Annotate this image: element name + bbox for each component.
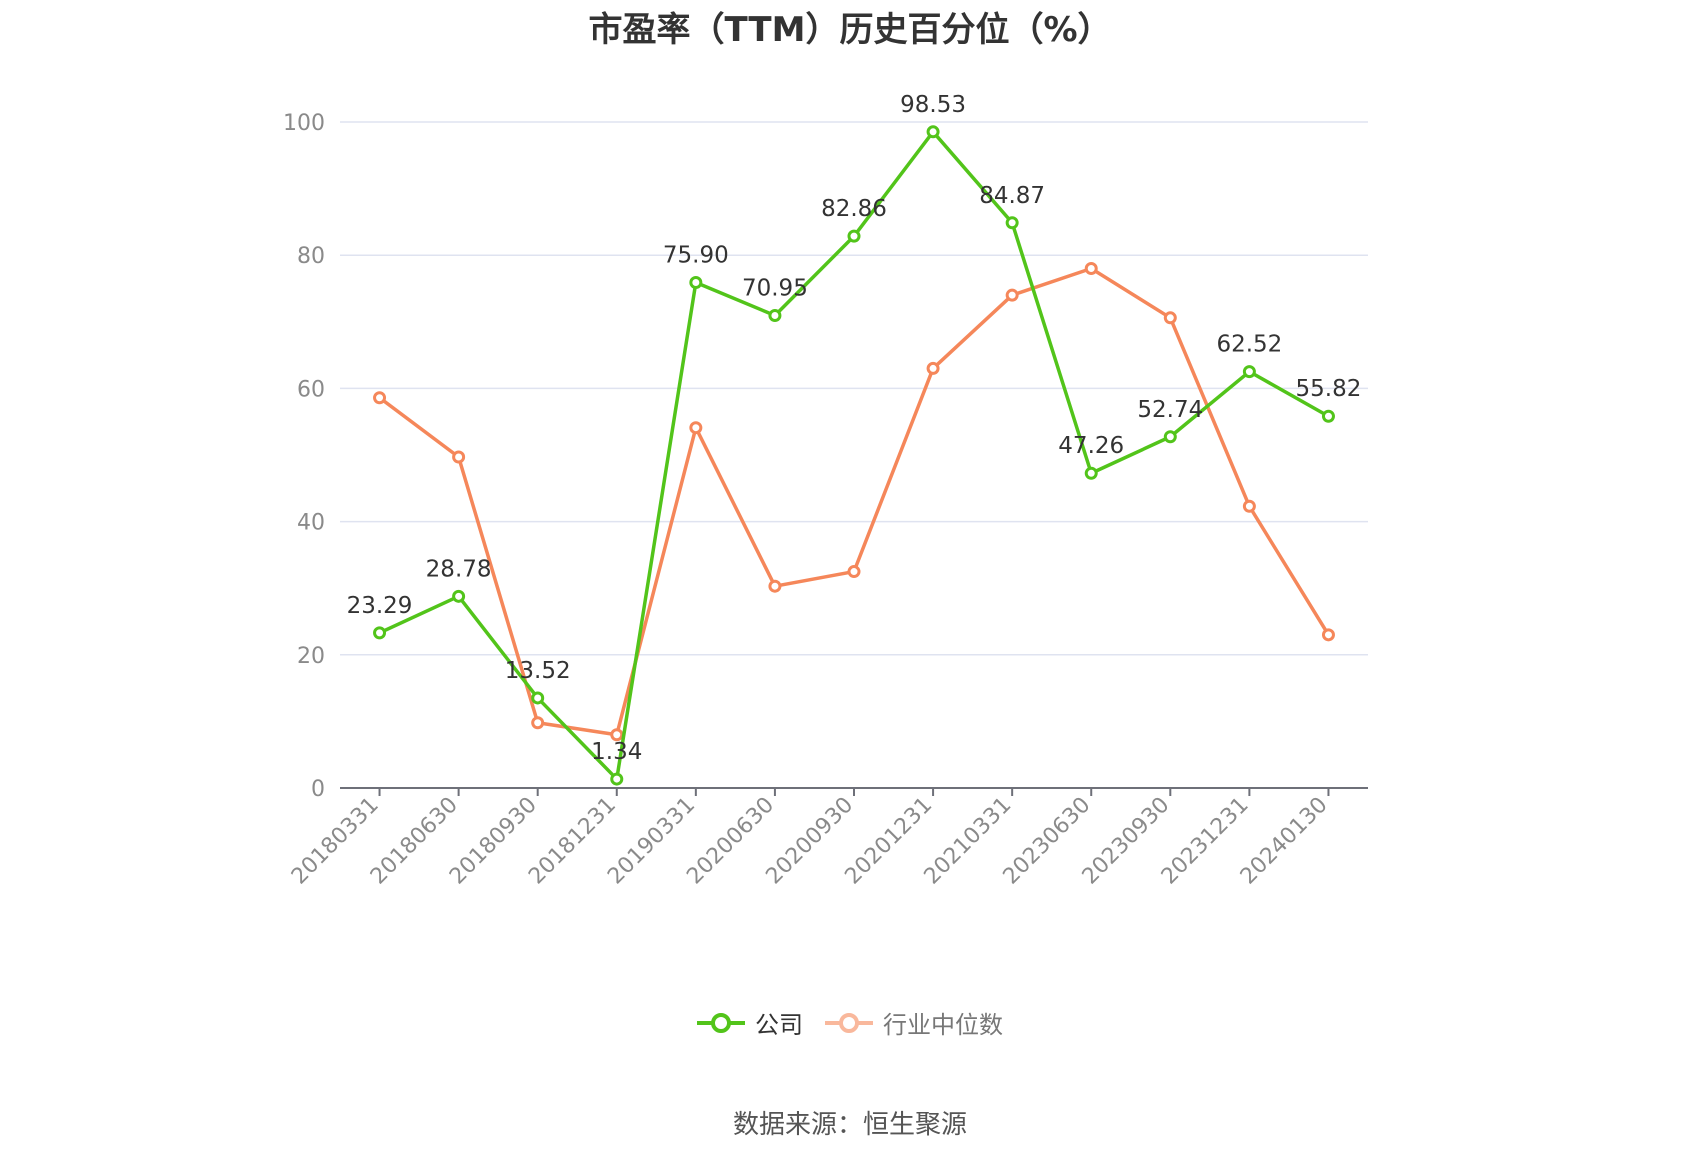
data-point bbox=[531, 691, 545, 705]
y-tick-label: 0 bbox=[311, 777, 325, 802]
data-point bbox=[847, 229, 861, 243]
series bbox=[373, 125, 1335, 786]
data-point bbox=[531, 716, 545, 730]
legend-label-company: 公司 bbox=[755, 1011, 803, 1039]
data-label: 98.53 bbox=[900, 92, 966, 118]
chart-title: 市盈率（TTM）历史百分位（%） bbox=[588, 10, 1112, 50]
y-tick-label: 20 bbox=[297, 644, 325, 669]
data-point bbox=[768, 579, 782, 593]
data-point bbox=[373, 626, 387, 640]
data-label: 13.52 bbox=[505, 658, 571, 684]
data-label: 55.82 bbox=[1296, 376, 1362, 402]
data-label: 47.26 bbox=[1058, 433, 1124, 459]
data-point bbox=[1242, 365, 1256, 379]
legend-label-industry: 行业中位数 bbox=[883, 1011, 1003, 1039]
data-point bbox=[1163, 311, 1177, 325]
data-point bbox=[452, 450, 466, 464]
source-note: 数据来源：恒生聚源 bbox=[732, 1110, 967, 1140]
data-label: 70.95 bbox=[742, 275, 808, 301]
data-point bbox=[768, 308, 782, 322]
data-point bbox=[689, 421, 703, 435]
data-label: 1.34 bbox=[591, 739, 642, 765]
data-point bbox=[1005, 288, 1019, 302]
data-point bbox=[926, 125, 940, 139]
legend-item-industry[interactable]: 行业中位数 bbox=[825, 1005, 1003, 1040]
y-tick-label: 100 bbox=[283, 111, 325, 136]
data-point bbox=[847, 565, 861, 579]
legend-marker-icon bbox=[825, 1012, 873, 1033]
data-point bbox=[452, 589, 466, 603]
axes: 0204060801002018033120180630201809302018… bbox=[283, 111, 1368, 889]
data-point bbox=[1005, 216, 1019, 230]
data-point bbox=[1321, 628, 1335, 642]
grid-lines bbox=[340, 121, 1368, 656]
data-labels: 23.29 28.78 13.52 1.34 75.90 70.95 82.86 98.53 8… bbox=[347, 92, 1362, 765]
data-point bbox=[689, 276, 703, 290]
data-label: 62.52 bbox=[1216, 332, 1282, 358]
data-point bbox=[1242, 499, 1256, 513]
data-point bbox=[610, 728, 624, 742]
data-point bbox=[1163, 430, 1177, 444]
legend-marker-icon bbox=[697, 1012, 745, 1033]
data-point bbox=[1084, 466, 1098, 480]
y-tick-label: 80 bbox=[297, 244, 325, 269]
data-label: 23.29 bbox=[347, 593, 413, 619]
data-label: 84.87 bbox=[979, 183, 1045, 209]
y-tick-label: 40 bbox=[297, 511, 325, 536]
data-label: 52.74 bbox=[1137, 397, 1203, 423]
legend: 公司 行业中位数 bbox=[0, 1005, 1700, 1040]
line-chart: 0204060801002018033120180630201809302018… bbox=[283, 92, 1368, 889]
data-point bbox=[610, 772, 624, 786]
data-point bbox=[926, 361, 940, 375]
data-label: 28.78 bbox=[426, 556, 492, 582]
y-tick-label: 60 bbox=[297, 377, 325, 402]
data-label: 82.86 bbox=[821, 196, 887, 222]
data-label: 75.90 bbox=[663, 243, 729, 269]
data-point bbox=[1084, 262, 1098, 276]
data-point bbox=[373, 391, 387, 405]
legend-item-company[interactable]: 公司 bbox=[697, 1005, 803, 1040]
data-point bbox=[1321, 409, 1335, 423]
